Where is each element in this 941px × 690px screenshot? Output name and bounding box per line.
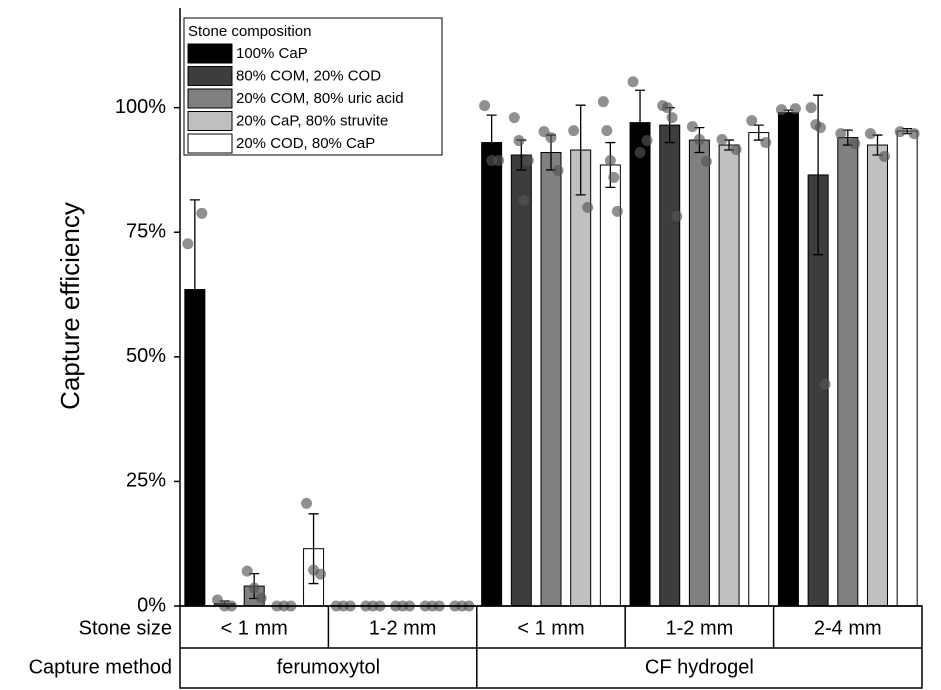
table-frame — [179, 605, 923, 689]
data-point — [552, 164, 564, 176]
bar — [629, 122, 651, 607]
method-label: CF hydrogel — [645, 656, 754, 678]
x-tick-label: < 1 mm — [221, 617, 288, 639]
data-point — [513, 135, 525, 147]
data-point — [878, 151, 890, 163]
data-point — [835, 128, 847, 140]
data-point — [518, 194, 530, 206]
error-bar — [189, 199, 200, 380]
data-point — [686, 121, 698, 133]
bar — [659, 124, 681, 607]
error-bar — [575, 104, 586, 196]
x-tick-label: 1-2 mm — [666, 617, 734, 639]
y-tick-label: 75% — [126, 221, 166, 243]
bar — [718, 144, 740, 607]
data-point — [894, 126, 906, 138]
data-point — [597, 96, 609, 108]
bar — [688, 139, 710, 607]
data-point — [255, 592, 267, 604]
data-point — [604, 154, 616, 166]
x-tick-label: 1-2 mm — [369, 617, 437, 639]
data-point — [508, 112, 520, 124]
data-point — [568, 125, 580, 137]
bar — [599, 164, 621, 607]
data-point — [789, 103, 801, 115]
data-point — [479, 100, 491, 112]
data-point — [760, 137, 772, 149]
data-point — [730, 144, 742, 156]
legend-box — [183, 17, 443, 156]
bar — [540, 152, 562, 607]
data-point — [627, 76, 639, 88]
data-point — [301, 497, 313, 509]
data-point — [601, 125, 613, 137]
legend-title: Stone composition — [188, 23, 311, 40]
data-point — [545, 132, 557, 144]
x-tick-label: < 1 mm — [517, 617, 584, 639]
legend-label: 80% COM, 20% COD — [236, 67, 381, 84]
bar — [777, 112, 799, 607]
data-point — [661, 102, 673, 114]
data-point — [248, 582, 260, 594]
data-point — [182, 238, 194, 250]
data-point — [666, 112, 678, 124]
bar — [510, 154, 532, 607]
legend-swatch — [187, 133, 233, 154]
bar — [837, 137, 859, 607]
data-point — [849, 138, 861, 150]
data-point — [814, 122, 826, 134]
data-point — [716, 134, 728, 146]
bar — [866, 144, 888, 607]
data-point — [671, 210, 683, 222]
data-point — [746, 115, 758, 127]
data-point — [908, 128, 920, 140]
legend-label: 20% COM, 80% uric acid — [236, 90, 404, 107]
method-label: ferumoxytol — [277, 656, 380, 678]
bar — [896, 130, 918, 607]
y-tick-label: 50% — [126, 345, 166, 367]
data-point — [608, 171, 620, 183]
bar — [570, 149, 592, 607]
legend-label: 20% CaP, 80% struvite — [236, 112, 388, 129]
data-point — [805, 102, 817, 114]
legend-label: 100% CaP — [236, 45, 308, 62]
data-point — [196, 207, 208, 219]
row-label: Capture method — [29, 656, 172, 678]
data-point — [775, 104, 787, 116]
data-point — [819, 378, 831, 390]
legend-swatch — [187, 111, 233, 131]
bar — [748, 132, 770, 607]
row-label: Stone size — [79, 617, 172, 639]
data-point — [582, 201, 594, 213]
x-tick-label: 2-4 mm — [814, 617, 882, 639]
bar — [481, 142, 503, 607]
data-point — [611, 205, 623, 217]
legend-swatch — [187, 43, 233, 64]
y-tick-label: 100% — [115, 96, 166, 118]
data-point — [522, 154, 534, 166]
legend-swatch — [187, 66, 233, 86]
y-axis-label: Capture efficiency — [55, 202, 85, 410]
data-point — [493, 154, 505, 166]
legend-swatch — [187, 88, 233, 109]
data-point — [864, 128, 876, 140]
legend-label: 20% COD, 80% CaP — [236, 135, 375, 152]
data-point — [641, 135, 653, 147]
data-point — [700, 155, 712, 167]
data-point — [315, 568, 327, 580]
data-point — [634, 147, 646, 159]
data-point — [241, 565, 253, 577]
y-tick-label: 25% — [126, 470, 166, 492]
data-point — [693, 134, 705, 146]
y-tick-label: 0% — [137, 594, 166, 616]
